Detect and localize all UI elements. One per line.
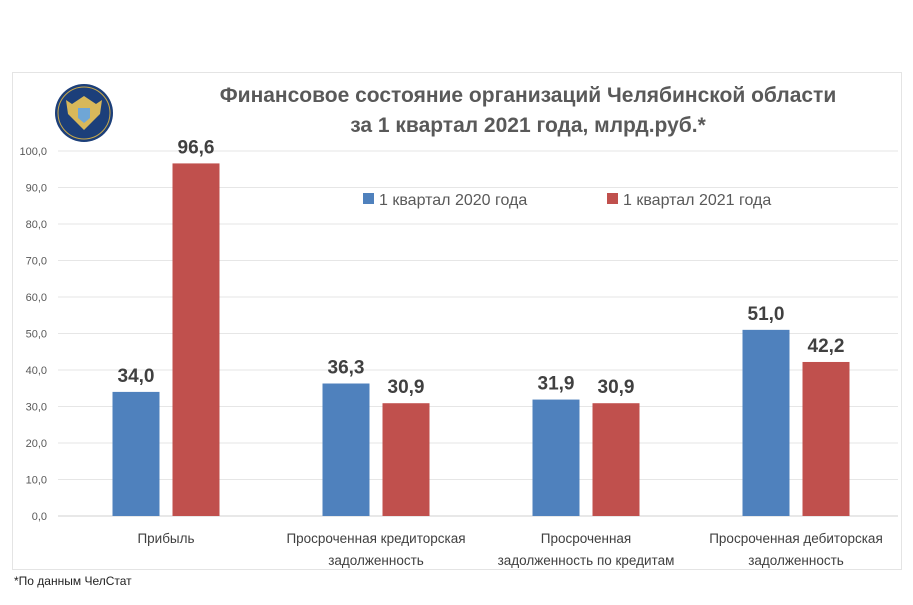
y-tick-label: 90,0	[26, 183, 47, 195]
bar	[322, 383, 370, 516]
legend-label: 1 квартал 2021 года	[623, 192, 771, 209]
bar	[112, 391, 160, 516]
bar	[592, 403, 640, 516]
y-tick-label: 0,0	[32, 511, 47, 523]
bar	[742, 329, 790, 516]
chart-title-line-2: за 1 квартал 2021 года, млрд.руб.*	[350, 114, 706, 137]
y-tick-label: 50,0	[26, 329, 47, 341]
emblem-logo	[55, 84, 113, 142]
data-label: 31,9	[538, 374, 575, 395]
bar	[172, 163, 220, 516]
data-label: 34,0	[118, 366, 155, 387]
data-label: 30,9	[598, 377, 635, 398]
data-label: 51,0	[748, 304, 785, 325]
footnote: *По данным ЧелСтат	[14, 574, 132, 588]
legend-swatch	[607, 193, 618, 204]
x-category-label: задолженность	[328, 553, 424, 568]
y-tick-label: 60,0	[26, 292, 47, 304]
legend-swatch	[363, 193, 374, 204]
x-category-label: задолженность	[748, 553, 844, 568]
y-tick-label: 100,0	[19, 146, 47, 158]
chart-title-line-1: Финансовое состояние организаций Челябин…	[220, 84, 837, 107]
x-category-label: Просроченная дебиторская	[709, 531, 883, 546]
y-tick-label: 70,0	[26, 256, 47, 268]
y-tick-label: 20,0	[26, 438, 47, 450]
data-label: 42,2	[808, 336, 845, 357]
x-category-label: задолженность по кредитам	[498, 553, 675, 568]
bar	[532, 399, 580, 516]
bar	[382, 403, 430, 516]
legend-label: 1 квартал 2020 года	[379, 192, 527, 209]
data-label: 36,3	[328, 358, 365, 379]
data-label: 30,9	[388, 377, 425, 398]
bar	[802, 361, 850, 516]
y-tick-label: 80,0	[26, 219, 47, 231]
y-tick-label: 30,0	[26, 402, 47, 414]
x-category-label: Прибыль	[137, 531, 194, 546]
x-category-label: Просроченная кредиторская	[286, 531, 465, 546]
x-category-label: Просроченная	[541, 531, 631, 546]
y-tick-label: 10,0	[26, 475, 47, 487]
y-tick-label: 40,0	[26, 365, 47, 377]
data-label: 96,6	[178, 137, 215, 158]
chart-frame	[12, 72, 902, 570]
